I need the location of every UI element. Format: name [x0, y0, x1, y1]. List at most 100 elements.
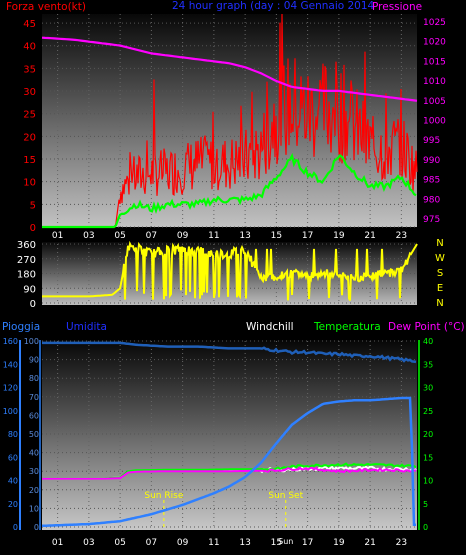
x-tick-label: 23	[396, 231, 407, 241]
wind-tick-label: 40	[23, 42, 36, 53]
temperature-tick-label: 30	[423, 384, 433, 393]
humidity-axis-title: Umidita	[66, 321, 107, 333]
pressure-tick-label: 975	[423, 215, 440, 225]
rain-tick-label: 60	[8, 453, 18, 462]
x-tick-label: 11	[208, 231, 219, 241]
windchill-label: Windchill	[246, 321, 294, 333]
humidity-tick-label: 40	[29, 449, 39, 458]
rain-tick-label: 160	[3, 337, 18, 346]
wind-tick-label: 35	[23, 64, 36, 75]
series-humidity	[42, 341, 417, 364]
direction-tick-label: 270	[17, 255, 36, 266]
wind-tick-label: 0	[30, 223, 36, 234]
wind-tick-label: 20	[23, 132, 36, 143]
rain-tick-label: 100	[3, 407, 18, 416]
rain-tick-label: 20	[8, 500, 18, 509]
panel2-grid	[42, 243, 417, 304]
compass-letter: N	[436, 238, 443, 249]
rain-tick-label: 40	[8, 477, 18, 486]
humidity-tick-label: 10	[29, 504, 39, 513]
humidity-tick-label: 60	[29, 411, 39, 420]
wind-axis-label: Forza vento	[6, 1, 68, 13]
wind-tick-label: 45	[23, 19, 36, 30]
rain-tick-label: 140	[3, 360, 18, 369]
direction-tick-label: 90	[23, 284, 36, 295]
dewpoint-label: Dew Point (°C)	[388, 321, 465, 333]
x-tick-label: 01	[52, 538, 63, 548]
sunset-label: Sun Set	[268, 491, 303, 501]
x-tick-label: 03	[83, 538, 94, 548]
humidity-tick-label: 100	[24, 337, 39, 346]
x-tick-label: 19	[333, 538, 345, 548]
x-tick-label: 07	[146, 538, 157, 548]
panel3-bg	[42, 340, 417, 530]
direction-tick-label: 360	[17, 240, 36, 251]
x-tick-label: 15	[271, 538, 282, 548]
compass-letter: E	[437, 283, 443, 294]
pressure-tick-label: 995	[423, 136, 440, 146]
pressure-tick-label: 1015	[423, 57, 446, 67]
x-tick-label: 03	[83, 231, 94, 241]
panel1-bg	[42, 14, 417, 227]
rain-tick-label: 120	[3, 384, 18, 393]
x-tick-label: 13	[239, 231, 250, 241]
series-wind-direction	[42, 240, 418, 301]
wind-axis-title: Forza vento(kt)	[6, 1, 86, 13]
x-tick-label: 05	[114, 231, 125, 241]
temperature-tick-label: 15	[423, 453, 433, 462]
x-tick-label: 07	[146, 231, 157, 241]
humidity-tick-label: 20	[29, 486, 39, 495]
x-tick-label: 05	[114, 538, 125, 548]
wind-tick-label: 5	[30, 200, 36, 211]
humidity-tick-label: 90	[29, 356, 39, 365]
wind-tick-label: 30	[23, 87, 36, 98]
series-pressure	[41, 36, 418, 102]
humidity-tick-label: 50	[29, 430, 39, 439]
x-tick-label: 13	[239, 538, 250, 548]
rain-tick-label: 80	[8, 430, 18, 439]
pressure-tick-label: 1025	[423, 18, 446, 28]
compass-letter: S	[437, 268, 443, 279]
x-tick-label: 23	[396, 538, 407, 548]
series-wind-avg	[42, 152, 417, 229]
temperature-tick-label: 20	[423, 430, 433, 439]
pressure-tick-label: 1020	[423, 38, 446, 48]
x-tick-label: 21	[364, 538, 375, 548]
wind-tick-label: 15	[23, 155, 36, 166]
humidity-tick-label: 80	[29, 374, 39, 383]
x-tick-label: 17	[302, 231, 313, 241]
x-tick-label: 11	[208, 538, 219, 548]
series-rain	[42, 396, 416, 528]
humidity-tick-label: 30	[29, 467, 39, 476]
pressure-axis-title: Pressione	[372, 1, 422, 13]
compass-letter: W	[435, 253, 445, 264]
humidity-tick-label: 0	[34, 523, 39, 532]
chart-title: 24 hour graph (day : 04 Gennaio 2014	[172, 0, 375, 12]
direction-tick-label: 0	[30, 299, 36, 310]
wind-tick-label: 25	[23, 110, 36, 121]
pressure-tick-label: 985	[423, 176, 440, 186]
humidity-tick-label: 70	[29, 393, 39, 402]
sunrise-label: Sun Rise	[144, 491, 183, 501]
temperature-label: Temperatura	[313, 321, 381, 333]
x-tick-label: 09	[177, 231, 189, 241]
pressure-tick-label: 1010	[423, 77, 446, 87]
temperature-tick-label: 0	[423, 523, 428, 532]
direction-tick-label: 180	[17, 270, 36, 281]
rain-tick-label: 0	[13, 523, 18, 532]
x-tick-label: 19	[333, 231, 345, 241]
rain-axis-title: Pioggia	[2, 321, 40, 333]
wind-axis-unit: (kt)	[68, 1, 86, 13]
x-tick-label: 15	[271, 231, 282, 241]
temperature-tick-label: 5	[423, 500, 428, 509]
temperature-tick-label: 10	[423, 477, 433, 486]
x-tick-label: 17	[302, 538, 313, 548]
x-tick-label: 09	[177, 538, 189, 548]
pressure-tick-label: 990	[423, 156, 440, 166]
x-tick-label: 01	[52, 231, 63, 241]
pressure-tick-label: 1005	[423, 97, 446, 107]
sunset-hour-label: Sun	[278, 537, 293, 546]
series-dew-point	[42, 466, 417, 480]
